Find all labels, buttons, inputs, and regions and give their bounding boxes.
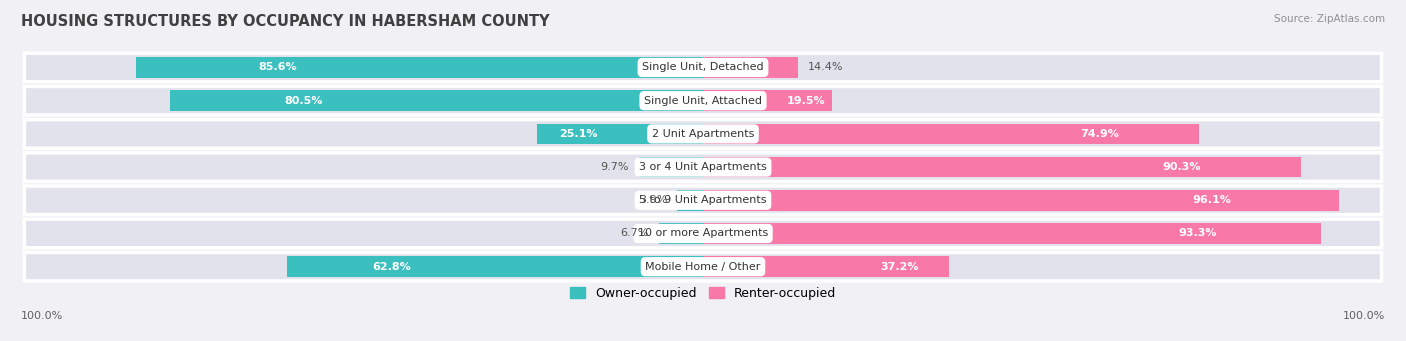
- Bar: [658, 223, 703, 244]
- Text: 25.1%: 25.1%: [560, 129, 598, 139]
- Legend: Owner-occupied, Renter-occupied: Owner-occupied, Renter-occupied: [569, 287, 837, 300]
- Text: 14.4%: 14.4%: [808, 62, 844, 73]
- Text: 3.9%: 3.9%: [638, 195, 668, 205]
- Text: 2 Unit Apartments: 2 Unit Apartments: [652, 129, 754, 139]
- Text: HOUSING STRUCTURES BY OCCUPANCY IN HABERSHAM COUNTY: HOUSING STRUCTURES BY OCCUPANCY IN HABER…: [21, 14, 550, 29]
- FancyBboxPatch shape: [24, 186, 1382, 214]
- Text: 3 or 4 Unit Apartments: 3 or 4 Unit Apartments: [640, 162, 766, 172]
- Text: 100.0%: 100.0%: [21, 311, 63, 321]
- Text: 62.8%: 62.8%: [371, 262, 411, 272]
- Text: 80.5%: 80.5%: [284, 96, 322, 106]
- Text: 37.2%: 37.2%: [880, 262, 920, 272]
- Bar: [287, 256, 703, 277]
- Text: 90.3%: 90.3%: [1161, 162, 1201, 172]
- Text: 96.1%: 96.1%: [1192, 195, 1232, 205]
- Text: 74.9%: 74.9%: [1080, 129, 1119, 139]
- Text: Mobile Home / Other: Mobile Home / Other: [645, 262, 761, 272]
- Bar: [638, 157, 703, 177]
- Text: 10 or more Apartments: 10 or more Apartments: [638, 228, 768, 238]
- Text: 6.7%: 6.7%: [620, 228, 648, 238]
- Bar: [703, 123, 1199, 144]
- Bar: [703, 190, 1340, 211]
- FancyBboxPatch shape: [24, 219, 1382, 248]
- FancyBboxPatch shape: [24, 153, 1382, 181]
- Text: Source: ZipAtlas.com: Source: ZipAtlas.com: [1274, 14, 1385, 24]
- FancyBboxPatch shape: [24, 252, 1382, 281]
- Text: 100.0%: 100.0%: [1343, 311, 1385, 321]
- Text: 5 to 9 Unit Apartments: 5 to 9 Unit Apartments: [640, 195, 766, 205]
- Text: Single Unit, Detached: Single Unit, Detached: [643, 62, 763, 73]
- Bar: [678, 190, 703, 211]
- FancyBboxPatch shape: [24, 86, 1382, 115]
- Text: 19.5%: 19.5%: [787, 96, 825, 106]
- Bar: [703, 157, 1301, 177]
- Bar: [703, 90, 832, 111]
- Bar: [703, 223, 1320, 244]
- Bar: [136, 57, 703, 78]
- Text: Single Unit, Attached: Single Unit, Attached: [644, 96, 762, 106]
- Bar: [703, 57, 799, 78]
- Bar: [170, 90, 703, 111]
- FancyBboxPatch shape: [24, 120, 1382, 148]
- Bar: [703, 256, 949, 277]
- Text: 93.3%: 93.3%: [1178, 228, 1216, 238]
- Bar: [537, 123, 703, 144]
- Text: 85.6%: 85.6%: [259, 62, 297, 73]
- FancyBboxPatch shape: [24, 53, 1382, 82]
- Text: 9.7%: 9.7%: [600, 162, 628, 172]
